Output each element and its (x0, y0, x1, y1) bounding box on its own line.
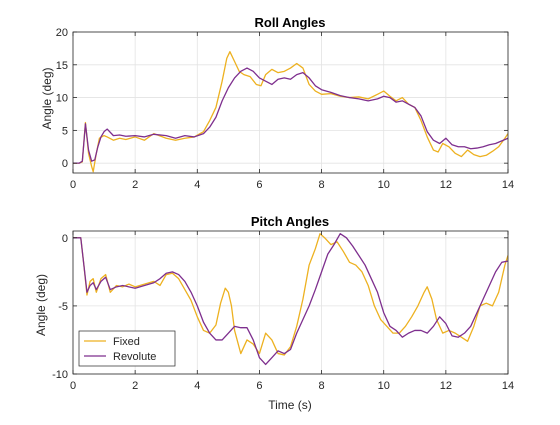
legend-revolute-label: Revolute (113, 351, 156, 363)
roll-ytick-label: 10 (56, 93, 68, 105)
roll-ylabel: Angle (deg) (40, 67, 54, 129)
pitch-xlabel: Time (s) (268, 398, 312, 412)
pitch-ytick-label: -5 (58, 301, 68, 313)
roll-ytick-label: 0 (62, 158, 68, 170)
roll-xtick-label: 10 (378, 179, 390, 191)
roll-series-revolute-line (73, 67, 508, 164)
roll-ytick-label: 15 (56, 60, 68, 72)
pitch-xtick-label: 0 (70, 380, 76, 392)
pitch-xtick-label: 6 (256, 380, 262, 392)
pitch-xtick-label: 8 (319, 380, 325, 392)
roll-title: Roll Angles (254, 15, 325, 30)
roll-axes: Roll Angles Angle (deg) 0 2 4 6 8 10 12 14 0 5 10 1… (40, 15, 514, 191)
pitch-ytick-label: 0 (62, 233, 68, 245)
pitch-xtick-label: 10 (378, 380, 390, 392)
pitch-series-revolute-line (73, 233, 508, 366)
roll-xtick-label: 14 (502, 179, 514, 191)
roll-axes-frame (72, 31, 509, 174)
roll-plot-area (73, 32, 508, 173)
roll-ytick-label: 5 (62, 125, 68, 137)
roll-xtick-label: 12 (440, 179, 452, 191)
legend-box (78, 330, 176, 367)
pitch-axes: Pitch Angles Angle (deg) Time (s) 0 2 4 6 8 1… (34, 214, 514, 412)
pitch-ylabel: Angle (deg) (34, 274, 48, 336)
pitch-title: Pitch Angles (251, 214, 329, 229)
legend-fixed-label: Fixed (113, 336, 140, 348)
pitch-xtick-label: 12 (440, 380, 452, 392)
roll-xtick-label: 6 (256, 179, 262, 191)
pitch-axes-frame (72, 230, 509, 375)
pitch-ytick-label: -10 (52, 369, 68, 381)
legend: Fixed Revolute (78, 330, 176, 367)
pitch-xtick-label: 2 (132, 380, 138, 392)
pitch-xtick-label: 14 (502, 380, 514, 392)
pitch-series-fixed-line (73, 233, 508, 356)
pitch-xtick-label: 4 (194, 380, 200, 392)
roll-xtick-label: 8 (319, 179, 325, 191)
roll-xtick-label: 0 (70, 179, 76, 191)
roll-xtick-label: 2 (132, 179, 138, 191)
roll-ytick-label: 20 (56, 27, 68, 39)
roll-series-fixed-line (73, 51, 508, 173)
roll-xtick-label: 4 (194, 179, 200, 191)
